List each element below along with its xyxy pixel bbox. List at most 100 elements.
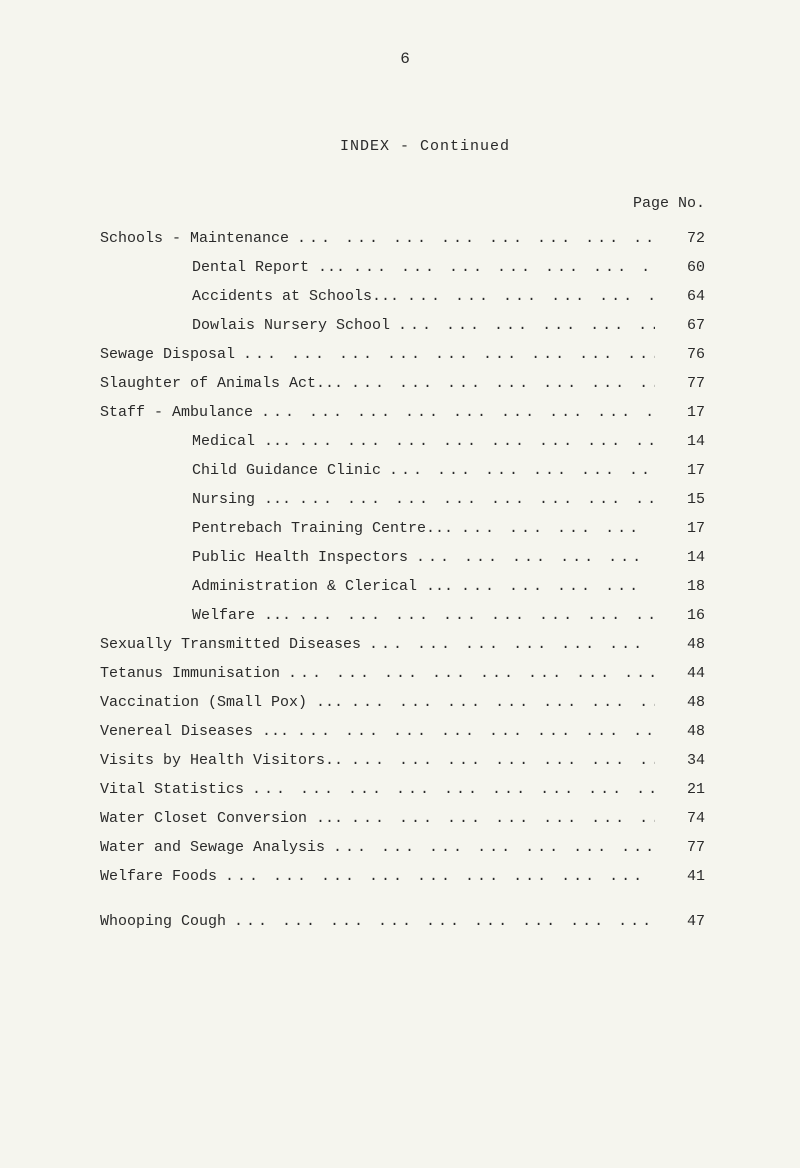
page-number-top: 6 (100, 50, 710, 68)
entry-dots: ... ... ... ... ... ... ... ... ... (381, 462, 655, 479)
entry-label: Dowlais Nursery School (100, 317, 390, 334)
entry-label: Nursing ... (100, 491, 291, 508)
entry-label: Sexually Transmitted Diseases (100, 636, 361, 653)
index-entry: Public Health Inspectors... ... ... ... … (100, 549, 710, 566)
index-entry: Nursing ...... ... ... ... ... ... ... .… (100, 491, 710, 508)
entry-dots: ... ... ... ... ... ... ... ... ... (390, 317, 655, 334)
index-entry: Whooping Cough... ... ... ... ... ... ..… (100, 913, 710, 930)
entry-dots: ... ... ... ... ... ... ... ... ... (399, 288, 655, 305)
entry-page-number: 34 (655, 752, 710, 769)
entry-page-number: 48 (655, 723, 710, 740)
entry-dots: ... ... ... ... ... ... ... ... ... (343, 752, 655, 769)
page-container: 6 INDEX - Continued Page No. Schools - M… (0, 0, 800, 992)
entry-label: Staff - Ambulance (100, 404, 253, 421)
entry-page-number: 21 (655, 781, 710, 798)
index-entry: Child Guidance Clinic... ... ... ... ...… (100, 462, 710, 479)
entry-dots: ... ... ... ... ... ... ... ... ... (289, 723, 655, 740)
index-entry: Welfare Foods... ... ... ... ... ... ...… (100, 868, 710, 885)
entry-label: Sewage Disposal (100, 346, 235, 363)
index-entry: Pentrebach Training Centre...... ... ...… (100, 520, 710, 537)
entry-dots: ... ... ... ... ... ... ... ... ... (235, 346, 655, 363)
entry-dots: ... ... ... ... ... ... ... ... ... (361, 636, 655, 653)
entry-dots: ... ... ... ... ... ... ... ... ... (291, 607, 655, 624)
index-entry: Vital Statistics... ... ... ... ... ... … (100, 781, 710, 798)
entry-page-number: 17 (655, 520, 710, 537)
entry-page-number: 77 (655, 375, 710, 392)
entry-page-number: 15 (655, 491, 710, 508)
entry-dots: ... ... ... ... ... ... ... ... ... (453, 520, 655, 537)
entry-dots: ... ... ... ... ... ... ... ... ... (291, 433, 655, 450)
entry-page-number: 48 (655, 694, 710, 711)
page-no-header: Page No. (100, 195, 710, 212)
entry-page-number: 76 (655, 346, 710, 363)
entry-page-number: 77 (655, 839, 710, 856)
entry-dots: ... ... ... ... ... ... ... ... ... (244, 781, 655, 798)
entry-label: Water and Sewage Analysis (100, 839, 325, 856)
entry-label: Whooping Cough (100, 913, 226, 930)
entry-dots: ... ... ... ... ... ... ... ... ... (343, 810, 655, 827)
entry-dots: ... ... ... ... ... ... ... ... ... (408, 549, 655, 566)
entry-page-number: 14 (655, 433, 710, 450)
entry-dots: ... ... ... ... ... ... ... ... ... (226, 913, 655, 930)
entry-label: Vaccination (Small Pox) ... (100, 694, 343, 711)
entry-label: Child Guidance Clinic (100, 462, 381, 479)
entry-page-number: 17 (655, 462, 710, 479)
entry-page-number: 72 (655, 230, 710, 247)
entry-label: Schools - Maintenance (100, 230, 289, 247)
index-entry: Accidents at Schools...... ... ... ... .… (100, 288, 710, 305)
entry-label: Dental Report ... (100, 259, 345, 276)
entry-page-number: 60 (655, 259, 710, 276)
entry-label: Medical ... (100, 433, 291, 450)
index-entry: Administration & Clerical ...... ... ...… (100, 578, 710, 595)
entry-label: Welfare Foods (100, 868, 217, 885)
index-entry: Tetanus Immunisation... ... ... ... ... … (100, 665, 710, 682)
index-entry: Dowlais Nursery School... ... ... ... ..… (100, 317, 710, 334)
entry-page-number: 47 (655, 913, 710, 930)
entry-label: Administration & Clerical ... (100, 578, 453, 595)
index-entries: Schools - Maintenance... ... ... ... ...… (100, 230, 710, 930)
entry-label: Visits by Health Visitors.. (100, 752, 343, 769)
entry-page-number: 16 (655, 607, 710, 624)
entry-label: Accidents at Schools... (100, 288, 399, 305)
entry-page-number: 48 (655, 636, 710, 653)
entry-dots: ... ... ... ... ... ... ... ... ... (325, 839, 655, 856)
index-entry: Schools - Maintenance... ... ... ... ...… (100, 230, 710, 247)
entry-page-number: 67 (655, 317, 710, 334)
index-entry: Vaccination (Small Pox) ...... ... ... .… (100, 694, 710, 711)
index-entry: Slaughter of Animals Act...... ... ... .… (100, 375, 710, 392)
entry-label: Slaughter of Animals Act... (100, 375, 343, 392)
index-entry: Staff - Ambulance... ... ... ... ... ...… (100, 404, 710, 421)
index-entry: Sewage Disposal... ... ... ... ... ... .… (100, 346, 710, 363)
entry-dots: ... ... ... ... ... ... ... ... ... (453, 578, 655, 595)
index-entry: Visits by Health Visitors..... ... ... .… (100, 752, 710, 769)
index-entry: Water Closet Conversion ...... ... ... .… (100, 810, 710, 827)
entry-page-number: 14 (655, 549, 710, 566)
index-entry: Water and Sewage Analysis... ... ... ...… (100, 839, 710, 856)
entry-dots: ... ... ... ... ... ... ... ... ... (291, 491, 655, 508)
index-entry: Medical ...... ... ... ... ... ... ... .… (100, 433, 710, 450)
index-title: INDEX - Continued (100, 138, 710, 155)
entry-label: Tetanus Immunisation (100, 665, 280, 682)
entry-dots: ... ... ... ... ... ... ... ... ... (217, 868, 655, 885)
entry-page-number: 41 (655, 868, 710, 885)
entry-dots: ... ... ... ... ... ... ... ... ... (289, 230, 655, 247)
entry-label: Vital Statistics (100, 781, 244, 798)
entry-page-number: 18 (655, 578, 710, 595)
index-entry: Sexually Transmitted Diseases... ... ...… (100, 636, 710, 653)
entry-label: Pentrebach Training Centre... (100, 520, 453, 537)
entry-dots: ... ... ... ... ... ... ... ... ... (343, 694, 655, 711)
entry-page-number: 17 (655, 404, 710, 421)
index-entry: Venereal Diseases ...... ... ... ... ...… (100, 723, 710, 740)
entry-dots: ... ... ... ... ... ... ... ... ... (280, 665, 655, 682)
entry-dots: ... ... ... ... ... ... ... ... ... (343, 375, 655, 392)
entry-label: Venereal Diseases ... (100, 723, 289, 740)
entry-dots: ... ... ... ... ... ... ... ... ... (253, 404, 655, 421)
entry-page-number: 74 (655, 810, 710, 827)
entry-label: Water Closet Conversion ... (100, 810, 343, 827)
entry-label: Welfare ... (100, 607, 291, 624)
entry-label: Public Health Inspectors (100, 549, 408, 566)
entry-page-number: 64 (655, 288, 710, 305)
index-entry: Welfare ...... ... ... ... ... ... ... .… (100, 607, 710, 624)
entry-dots: ... ... ... ... ... ... ... ... ... (345, 259, 655, 276)
entry-page-number: 44 (655, 665, 710, 682)
